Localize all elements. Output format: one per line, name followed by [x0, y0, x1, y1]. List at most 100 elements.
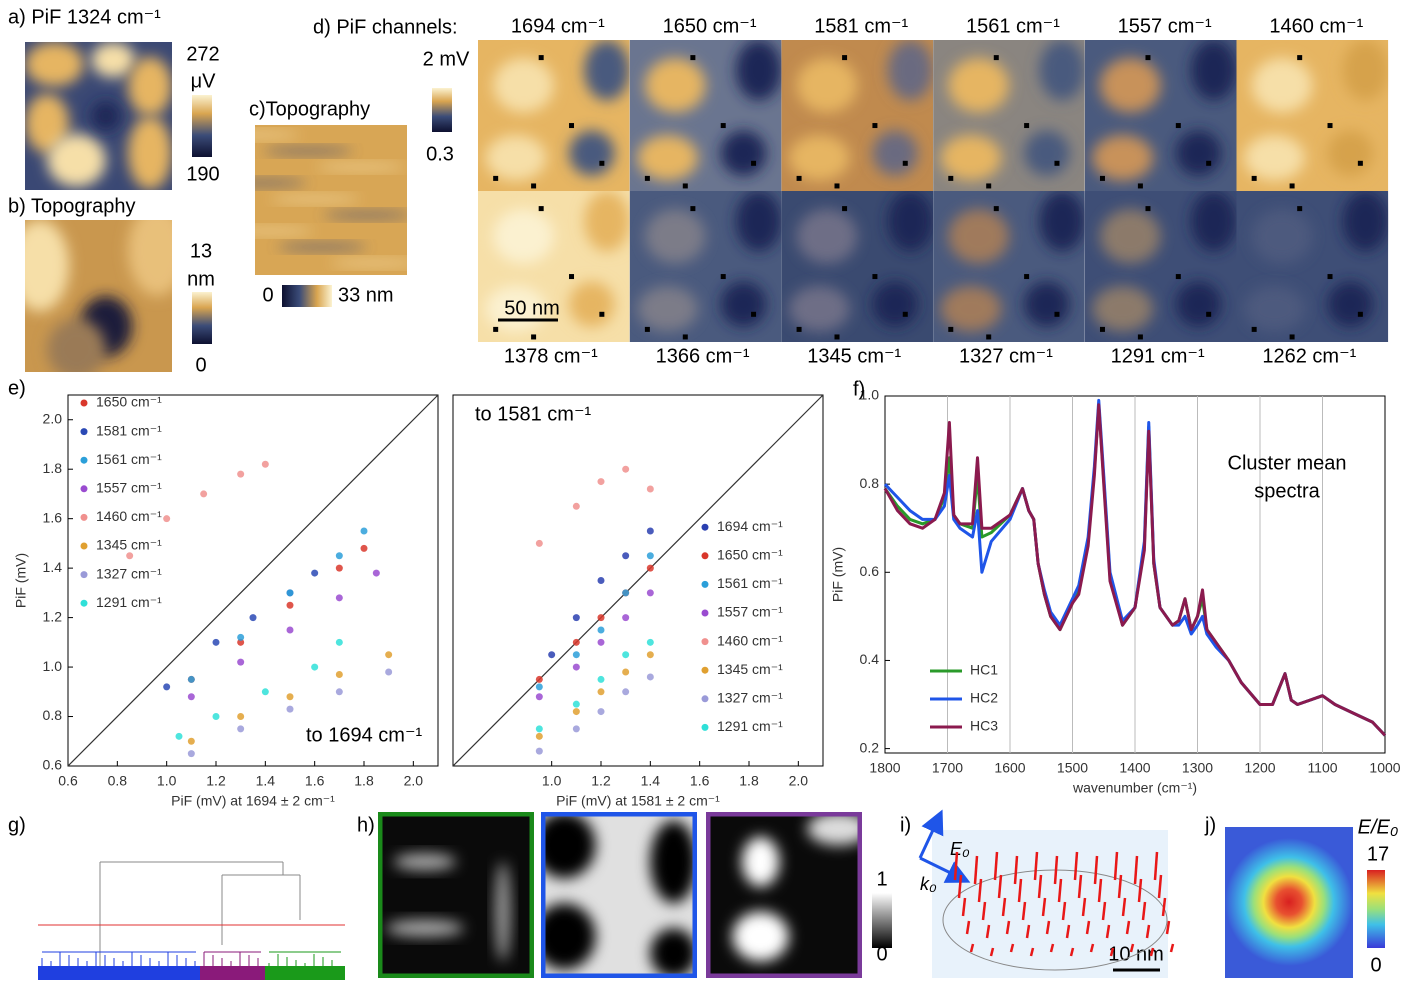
pixel-marker	[842, 206, 848, 212]
pixel-marker	[690, 55, 696, 61]
scatter-point	[286, 626, 294, 634]
field-vector	[1161, 897, 1167, 917]
field-vector	[1065, 924, 1071, 939]
pixel-marker	[1024, 274, 1030, 280]
pixel-marker	[1357, 160, 1363, 166]
pixel-marker	[1297, 55, 1303, 61]
pixel-marker	[569, 123, 575, 129]
panel-label: c)Topography	[249, 98, 370, 120]
x-tick-label: 0.8	[108, 773, 128, 789]
image-feature	[1024, 281, 1070, 327]
pixel-marker	[842, 55, 848, 61]
image-feature	[569, 281, 615, 327]
field-vector	[1165, 920, 1171, 935]
scatter-point	[187, 750, 195, 758]
scatter-point	[597, 708, 605, 716]
image-feature	[1092, 286, 1154, 332]
scatter-point	[597, 675, 605, 683]
image-panel	[933, 40, 1085, 191]
image-feature	[637, 286, 698, 332]
legend-marker	[80, 571, 88, 579]
channel-label: 1581 cm⁻¹	[814, 15, 908, 37]
scatter-point	[261, 688, 269, 696]
field-vector	[1085, 920, 1091, 935]
scatter-point	[335, 638, 343, 646]
field-map-spot	[1225, 838, 1353, 966]
scatter-point	[212, 638, 220, 646]
scatter-point	[372, 569, 380, 577]
scatter-point	[163, 515, 171, 523]
scatter-point	[572, 502, 580, 510]
field-vector	[1129, 943, 1135, 953]
pixel-marker	[1289, 334, 1295, 340]
field-vector	[1017, 878, 1023, 903]
plot-frame	[452, 394, 824, 767]
image-feature	[493, 58, 554, 113]
legend-marker	[80, 456, 88, 464]
dendrogram-leaves	[200, 966, 265, 980]
colorbar-label: 13	[190, 240, 212, 262]
scatter-point	[572, 708, 580, 716]
x-tick-label: 1000	[1369, 760, 1400, 776]
image-feature	[25, 93, 70, 153]
legend-marker	[80, 485, 88, 493]
field-vector	[1057, 878, 1063, 903]
field-vector	[1121, 897, 1127, 917]
y-tick-label: 0.8	[860, 475, 880, 491]
colorbar-label: nm	[187, 268, 215, 290]
image-feature	[872, 130, 918, 176]
legend-marker	[701, 695, 709, 703]
field-vector	[977, 878, 983, 903]
image-feature	[788, 135, 850, 181]
colorbar-label: 190	[186, 163, 219, 185]
scatter-point	[572, 651, 580, 659]
pixel-marker	[531, 334, 537, 340]
channel-label: 1460 cm⁻¹	[1269, 15, 1363, 37]
scatter-point	[175, 732, 183, 740]
pixel-marker	[644, 326, 650, 332]
colorbar-label: 0.3	[426, 143, 454, 165]
legend-label: 1581 cm⁻¹	[96, 422, 162, 438]
pixel-marker	[1137, 334, 1143, 340]
scatter-point	[535, 732, 543, 740]
colorbar	[432, 88, 452, 132]
image-feature	[316, 163, 406, 171]
scatter-point	[237, 713, 245, 721]
scatter-point	[572, 700, 580, 708]
pixel-marker	[599, 160, 605, 166]
scatter-point	[646, 651, 654, 659]
y-tick-label: 0.6	[43, 757, 63, 773]
pixel-marker	[1175, 123, 1181, 129]
channel-label: 1378 cm⁻¹	[504, 345, 598, 367]
scatter-point	[286, 589, 294, 597]
field-vector	[1157, 874, 1163, 899]
x-axis-label: wavenumber (cm⁻¹)	[1072, 780, 1197, 796]
scatter-point	[237, 470, 245, 478]
scatter-point	[187, 737, 195, 745]
image-feature	[493, 209, 554, 264]
scatter-point	[646, 638, 654, 646]
annotation: spectra	[1254, 480, 1320, 502]
x-tick-label: 1.2	[206, 773, 226, 789]
field-vector	[965, 920, 971, 935]
field-vector	[1025, 924, 1031, 939]
panel-label: d) PiF channels:	[313, 16, 458, 38]
legend-marker	[80, 513, 88, 521]
scatter-point	[249, 614, 257, 622]
scatter-point	[335, 594, 343, 602]
image-feature	[263, 147, 353, 155]
pixel-marker	[1145, 206, 1151, 212]
legend-label: 1327 cm⁻¹	[96, 565, 162, 581]
x-tick-label: 1.0	[157, 773, 177, 789]
panel-label: j)	[1204, 814, 1216, 836]
image-feature	[485, 135, 547, 181]
image-feature	[1175, 281, 1222, 327]
pixel-marker	[1206, 160, 1212, 166]
x-tick-label: 0.6	[58, 773, 78, 789]
field-vector	[953, 851, 959, 881]
spectrum-line	[883, 403, 1387, 737]
annotation: Cluster mean	[1228, 452, 1347, 474]
image-feature	[330, 259, 407, 267]
field-vector	[1033, 851, 1039, 881]
channel-label: 1262 cm⁻¹	[1262, 345, 1356, 367]
